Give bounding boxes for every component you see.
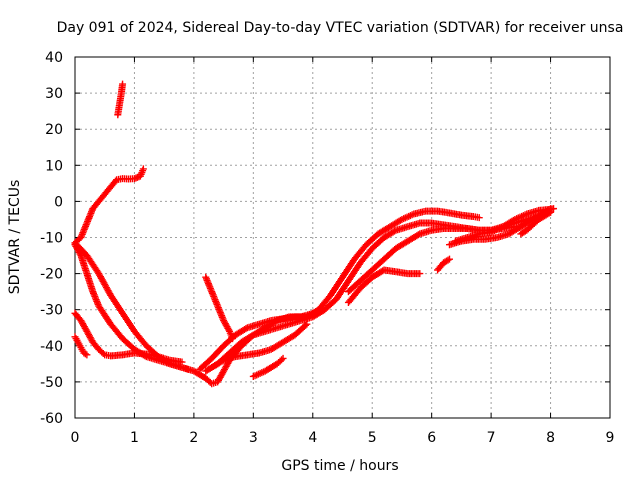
data-point — [83, 351, 91, 359]
x-axis-label: GPS time / hours — [281, 458, 398, 474]
x-tick-label: 8 — [546, 430, 555, 446]
series-track-2 — [114, 80, 127, 119]
data-point — [248, 332, 256, 340]
data-point — [302, 321, 310, 329]
data-point — [414, 231, 422, 239]
x-tick-label: 6 — [427, 430, 436, 446]
series-track-17 — [517, 208, 555, 238]
x-tick-label: 0 — [71, 430, 80, 446]
series-track-5 — [71, 309, 186, 366]
chart-title: Day 091 of 2024, Sidereal Day-to-day VTE… — [57, 20, 624, 36]
axis-ticks: 0 1 2 3 4 5 6 7 8 9 -60 -50 -40 -30 -20 -10 0 10 20 30 40 — [40, 50, 614, 446]
data-point — [279, 354, 287, 362]
y-tick-label: 20 — [45, 122, 63, 138]
data-point — [446, 255, 453, 263]
data-point — [550, 205, 558, 213]
data-point — [416, 270, 424, 278]
series-track-1 — [71, 165, 147, 247]
series-track-9 — [196, 207, 483, 373]
y-tick-label: -40 — [40, 339, 63, 355]
data-point — [278, 356, 286, 364]
y-axis-label: SDTVAR / TECUs — [7, 180, 23, 295]
data-point — [119, 80, 127, 88]
y-tick-label: 0 — [54, 194, 63, 210]
series-track-10 — [249, 354, 287, 380]
data-point — [303, 320, 311, 328]
series-track-12 — [344, 266, 424, 306]
data-point — [391, 227, 399, 235]
data-point — [225, 326, 233, 334]
series-track-11 — [208, 320, 311, 371]
y-tick-label: -60 — [40, 411, 63, 427]
series-track-14 — [434, 255, 453, 274]
data-point — [475, 214, 483, 222]
data-marks — [71, 80, 558, 388]
data-point — [547, 208, 555, 216]
x-tick-label: 2 — [189, 430, 198, 446]
y-tick-label: -10 — [40, 231, 63, 247]
data-point — [76, 250, 84, 258]
data-point — [178, 358, 186, 366]
data-point — [444, 256, 452, 264]
series-track-7 — [202, 273, 237, 343]
data-point — [139, 165, 147, 173]
series-track-6 — [71, 333, 91, 359]
data-point — [81, 350, 89, 358]
x-tick-label: 9 — [606, 430, 615, 446]
y-tick-label: 10 — [45, 158, 63, 174]
data-point — [218, 357, 226, 365]
x-tick-label: 4 — [308, 430, 317, 446]
y-tick-label: 40 — [45, 50, 63, 66]
x-tick-label: 7 — [487, 430, 496, 446]
data-point — [242, 325, 250, 333]
x-tick-label: 1 — [130, 430, 139, 446]
y-tick-label: -50 — [40, 375, 63, 391]
y-tick-label: -20 — [40, 267, 63, 283]
data-point — [545, 209, 553, 217]
y-tick-label: 30 — [45, 86, 63, 102]
x-tick-label: 3 — [249, 430, 258, 446]
data-point — [184, 365, 192, 373]
y-tick-label: -30 — [40, 303, 63, 319]
grid — [75, 57, 610, 418]
x-tick-label: 5 — [368, 430, 377, 446]
